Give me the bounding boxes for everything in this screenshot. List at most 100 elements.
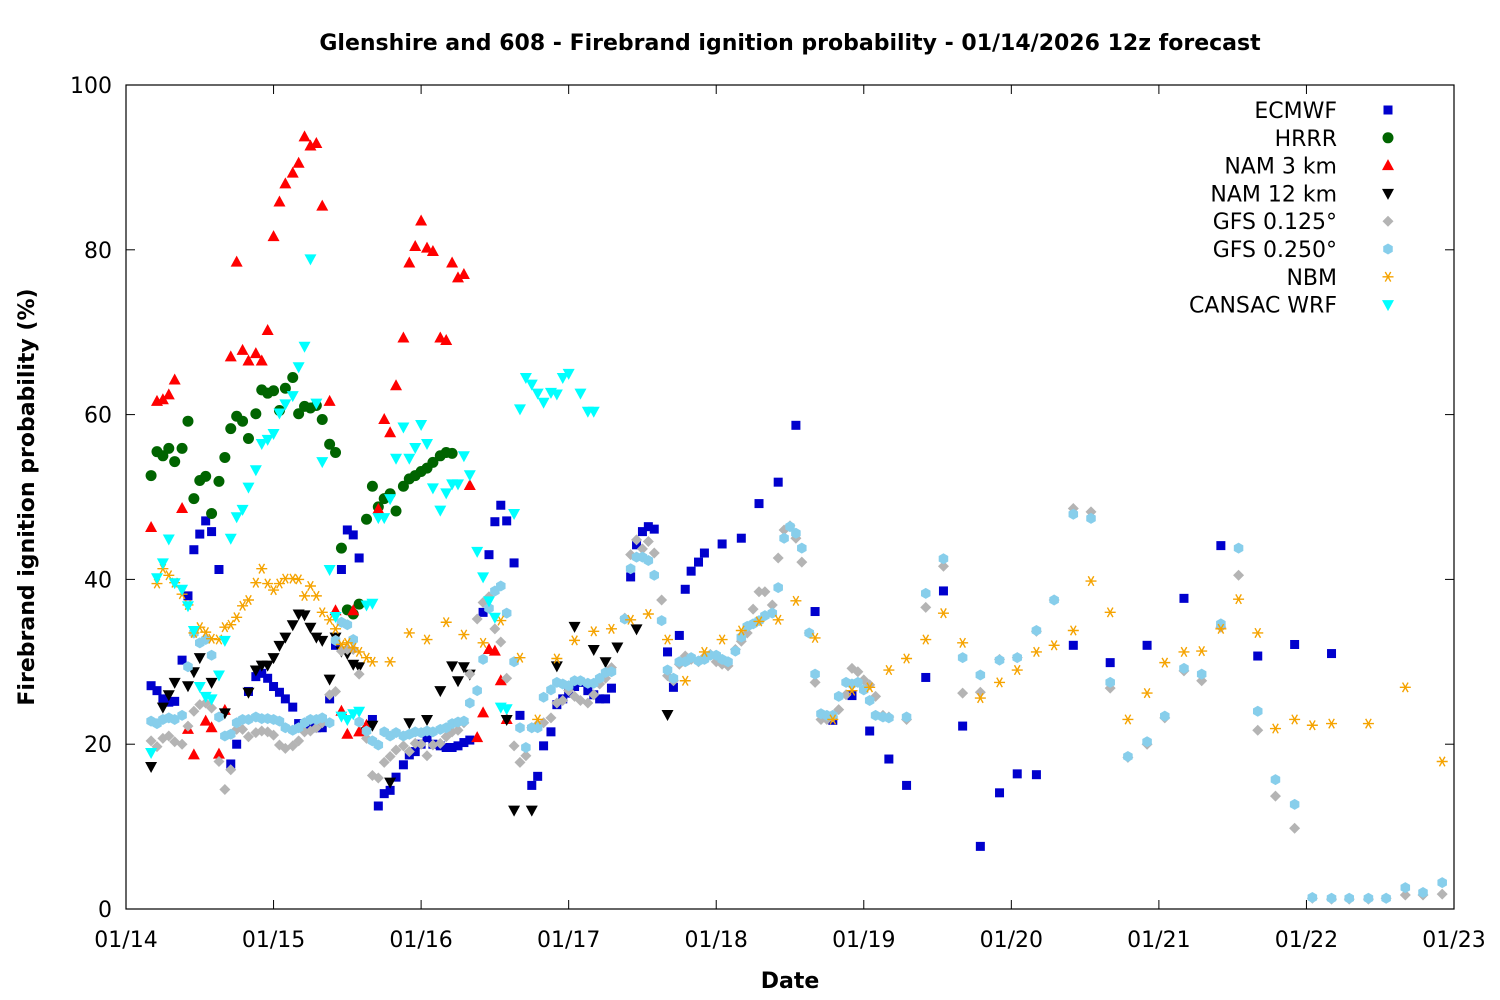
data-point (212, 670, 225, 682)
data-point (772, 552, 784, 564)
data-point (317, 712, 328, 724)
data-point (397, 480, 409, 492)
data-point (1012, 652, 1022, 664)
data-point (1012, 769, 1022, 779)
data-point (509, 558, 519, 568)
data-point (1418, 887, 1428, 899)
plot-border (125, 84, 1455, 910)
data-point (694, 557, 704, 567)
data-point (447, 742, 457, 752)
data-point (162, 690, 175, 702)
data-point (656, 594, 668, 606)
data-point (207, 527, 217, 537)
data-point (361, 725, 372, 737)
data-point (335, 542, 347, 554)
data-point (384, 751, 396, 763)
legend-label: NBM (1286, 266, 1337, 291)
data-point (471, 731, 484, 743)
data-point (183, 661, 193, 673)
legend-label: GFS 0.125° (1213, 210, 1337, 235)
data-point (754, 499, 764, 509)
data-point (779, 532, 789, 544)
legend-label: GFS 0.250° (1213, 238, 1337, 263)
data-point (1326, 718, 1338, 729)
data-point (1030, 646, 1042, 658)
data-point (250, 577, 262, 588)
data-point (546, 727, 556, 737)
data-point (1233, 542, 1244, 554)
data-point (662, 664, 673, 676)
data-point (385, 785, 395, 795)
data-point (156, 702, 169, 714)
data-point (193, 653, 206, 665)
data-point (256, 563, 268, 574)
data-point (158, 694, 168, 704)
data-point (427, 739, 439, 751)
data-point (236, 343, 249, 355)
data-point (810, 668, 820, 680)
data-point (1269, 723, 1281, 734)
data-point (574, 388, 587, 400)
data-point (440, 617, 452, 628)
data-point (1196, 645, 1208, 657)
data-point (605, 623, 617, 634)
data-point (494, 674, 507, 686)
data-point (1270, 774, 1281, 786)
data-point (759, 586, 771, 598)
data-point (181, 601, 194, 613)
data-point (562, 368, 575, 380)
data-point (588, 626, 600, 637)
data-point (459, 715, 469, 727)
data-point (231, 612, 243, 623)
data-point (458, 629, 470, 640)
data-point (864, 682, 876, 693)
data-point (1105, 676, 1115, 688)
data-point (378, 756, 390, 768)
legend-marker (1383, 105, 1393, 115)
data-point (452, 724, 464, 736)
data-point (279, 382, 291, 394)
data-point (1289, 822, 1301, 834)
data-point (176, 502, 189, 514)
data-point (1306, 720, 1318, 731)
legend-marker (1383, 243, 1393, 255)
data-point (920, 634, 932, 645)
data-point (459, 738, 469, 748)
data-point (219, 451, 231, 463)
data-point (415, 419, 428, 431)
data-point (219, 784, 231, 796)
data-point (280, 694, 290, 704)
x-tick-label: 01/15 (242, 928, 305, 953)
data-point (680, 584, 690, 594)
data-point (310, 590, 322, 602)
data-point (189, 545, 199, 555)
data-point (279, 632, 292, 644)
data-point (157, 450, 169, 462)
x-tick-label: 01/19 (832, 928, 895, 953)
data-point (249, 665, 262, 677)
data-point (298, 610, 311, 622)
data-point (1068, 508, 1079, 520)
data-point (1400, 882, 1411, 894)
data-point (1436, 888, 1448, 900)
data-point (261, 324, 274, 336)
data-point (532, 722, 543, 734)
data-point (631, 534, 643, 546)
data-point (193, 682, 206, 694)
data-point (242, 482, 255, 494)
data-point (531, 388, 544, 400)
data-point (994, 654, 1005, 666)
data-point (251, 672, 261, 682)
data-point (200, 470, 212, 482)
data-point (187, 625, 200, 637)
x-tick-label: 01/21 (1127, 928, 1190, 953)
legend-label: NAM 12 km (1210, 182, 1337, 207)
data-point (249, 347, 262, 359)
data-point (501, 607, 512, 619)
data-point (273, 640, 286, 652)
data-point (299, 590, 311, 602)
data-point (292, 362, 305, 374)
data-point (421, 438, 434, 450)
data-point (261, 660, 274, 672)
data-point (316, 607, 328, 618)
